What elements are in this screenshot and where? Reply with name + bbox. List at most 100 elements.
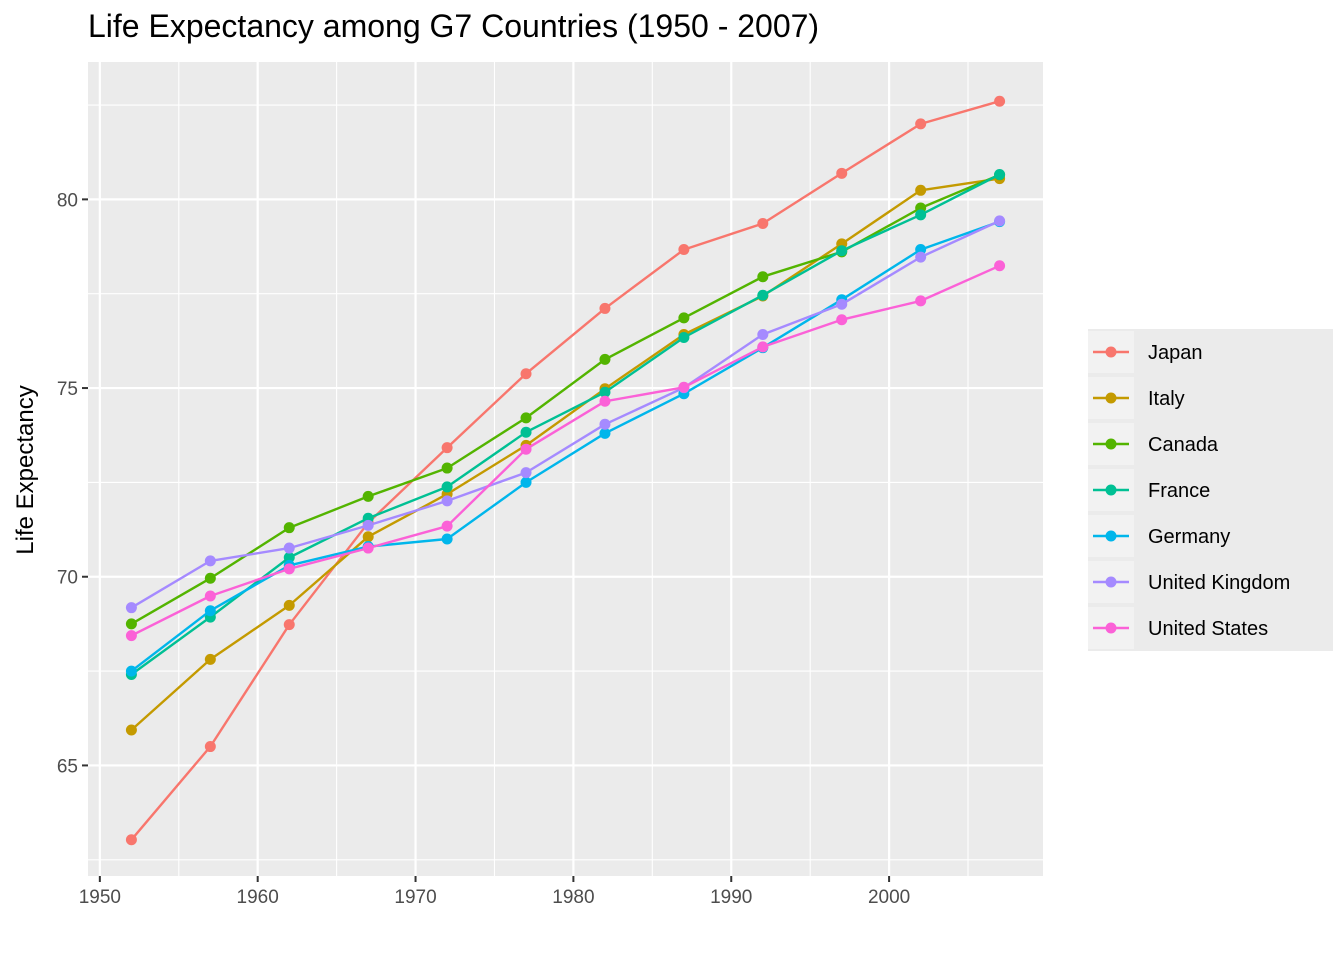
data-point-united-states	[994, 260, 1006, 272]
data-point-japan	[204, 741, 216, 753]
legend-key-point-canada	[1105, 438, 1117, 450]
data-point-germany	[599, 427, 611, 439]
legend: Japan Italy Canada France Germany United King…	[1088, 329, 1333, 651]
data-point-united-kingdom	[994, 215, 1006, 227]
data-point-united-kingdom	[915, 251, 927, 263]
x-tick-label: 1960	[237, 887, 279, 908]
data-point-canada	[599, 353, 611, 365]
series-line-italy	[130, 177, 1000, 731]
data-point-canada	[520, 412, 532, 424]
data-point-united-states	[125, 630, 137, 642]
x-tick-label: 1970	[394, 887, 436, 908]
data-point-canada	[125, 618, 137, 630]
data-point-france	[678, 331, 690, 343]
series-line-united-kingdom	[130, 219, 1001, 609]
data-point-japan	[915, 118, 927, 130]
data-point-japan	[520, 368, 532, 380]
data-point-canada	[678, 312, 690, 324]
data-point-united-kingdom	[283, 542, 295, 554]
data-point-united-states	[757, 341, 769, 353]
series-line-united-states	[130, 264, 1001, 637]
data-point-italy	[283, 599, 295, 611]
data-point-germany	[915, 244, 927, 256]
x-tick-label: 1990	[710, 887, 752, 908]
series-line-japan	[130, 100, 1000, 841]
data-point-japan	[441, 442, 453, 454]
data-point-united-states	[678, 381, 690, 393]
data-point-france	[757, 289, 769, 301]
data-point-germany	[520, 476, 532, 488]
series-group	[125, 95, 1006, 846]
data-point-united-states	[362, 542, 374, 554]
data-point-united-kingdom	[204, 555, 216, 567]
data-point-germany	[441, 533, 453, 545]
plot-panel	[88, 62, 1043, 876]
data-point-united-kingdom	[520, 467, 532, 479]
data-point-france	[915, 209, 927, 221]
data-point-united-kingdom	[125, 602, 137, 614]
data-point-united-kingdom	[599, 418, 611, 430]
data-point-united-states	[283, 563, 295, 575]
axes: 1950 1960 1970 1980 1990 2000 65 70 75 80	[57, 190, 910, 908]
legend-key-point-france	[1105, 484, 1117, 496]
data-point-italy	[125, 724, 137, 736]
data-point-france	[599, 386, 611, 398]
legend-label-france: France	[1148, 480, 1210, 502]
data-point-france	[836, 245, 848, 257]
legend-label-united-kingdom: United Kingdom	[1148, 572, 1290, 594]
data-point-france	[283, 551, 295, 563]
data-point-united-states	[915, 295, 927, 307]
data-point-united-states	[599, 395, 611, 407]
legend-label-germany: Germany	[1148, 526, 1230, 548]
data-point-france	[994, 168, 1006, 180]
legend-label-canada: Canada	[1148, 434, 1219, 456]
data-point-italy	[915, 184, 927, 196]
major-gridlines	[88, 62, 1043, 876]
chart-title: Life Expectancy among G7 Countries (1950…	[88, 8, 820, 44]
data-point-japan	[757, 218, 769, 230]
data-point-united-states	[441, 520, 453, 532]
legend-key-point-italy	[1105, 392, 1117, 404]
data-point-france	[441, 481, 453, 493]
data-point-united-states	[836, 314, 848, 326]
data-point-italy	[362, 531, 374, 543]
data-point-canada	[362, 490, 374, 502]
data-point-united-kingdom	[362, 519, 374, 531]
y-tick-label: 65	[57, 756, 78, 777]
series-line-france	[130, 173, 1001, 676]
data-point-japan	[836, 167, 848, 179]
legend-label-italy: Italy	[1148, 388, 1185, 410]
y-tick-label: 80	[57, 190, 78, 211]
legend-label-united-states: United States	[1148, 618, 1268, 640]
data-point-canada	[757, 271, 769, 283]
data-point-canada	[204, 572, 216, 584]
y-tick-label: 70	[57, 568, 78, 589]
x-tick-label: 1980	[552, 887, 594, 908]
data-point-canada	[283, 522, 295, 534]
data-point-united-kingdom	[836, 298, 848, 310]
x-tick-label: 1950	[79, 887, 121, 908]
minor-gridlines	[88, 62, 1043, 876]
data-point-japan	[125, 834, 137, 846]
legend-key-point-japan	[1105, 346, 1117, 358]
data-point-japan	[678, 244, 690, 256]
data-point-japan	[283, 619, 295, 631]
data-point-germany	[125, 665, 137, 677]
legend-key-point-united-states	[1105, 622, 1117, 634]
data-point-france	[520, 426, 532, 438]
data-point-united-states	[520, 443, 532, 455]
data-point-germany	[204, 605, 216, 617]
legend-label-japan: Japan	[1148, 342, 1203, 364]
data-point-italy	[204, 653, 216, 665]
data-point-united-kingdom	[757, 328, 769, 340]
data-point-japan	[994, 95, 1006, 107]
data-point-united-kingdom	[441, 495, 453, 507]
data-point-japan	[599, 302, 611, 314]
legend-key-point-united-kingdom	[1105, 576, 1117, 588]
data-point-canada	[441, 462, 453, 474]
y-tick-label: 75	[57, 379, 78, 400]
data-point-united-states	[204, 590, 216, 602]
x-tick-label: 2000	[868, 887, 910, 908]
legend-key-point-germany	[1105, 530, 1117, 542]
